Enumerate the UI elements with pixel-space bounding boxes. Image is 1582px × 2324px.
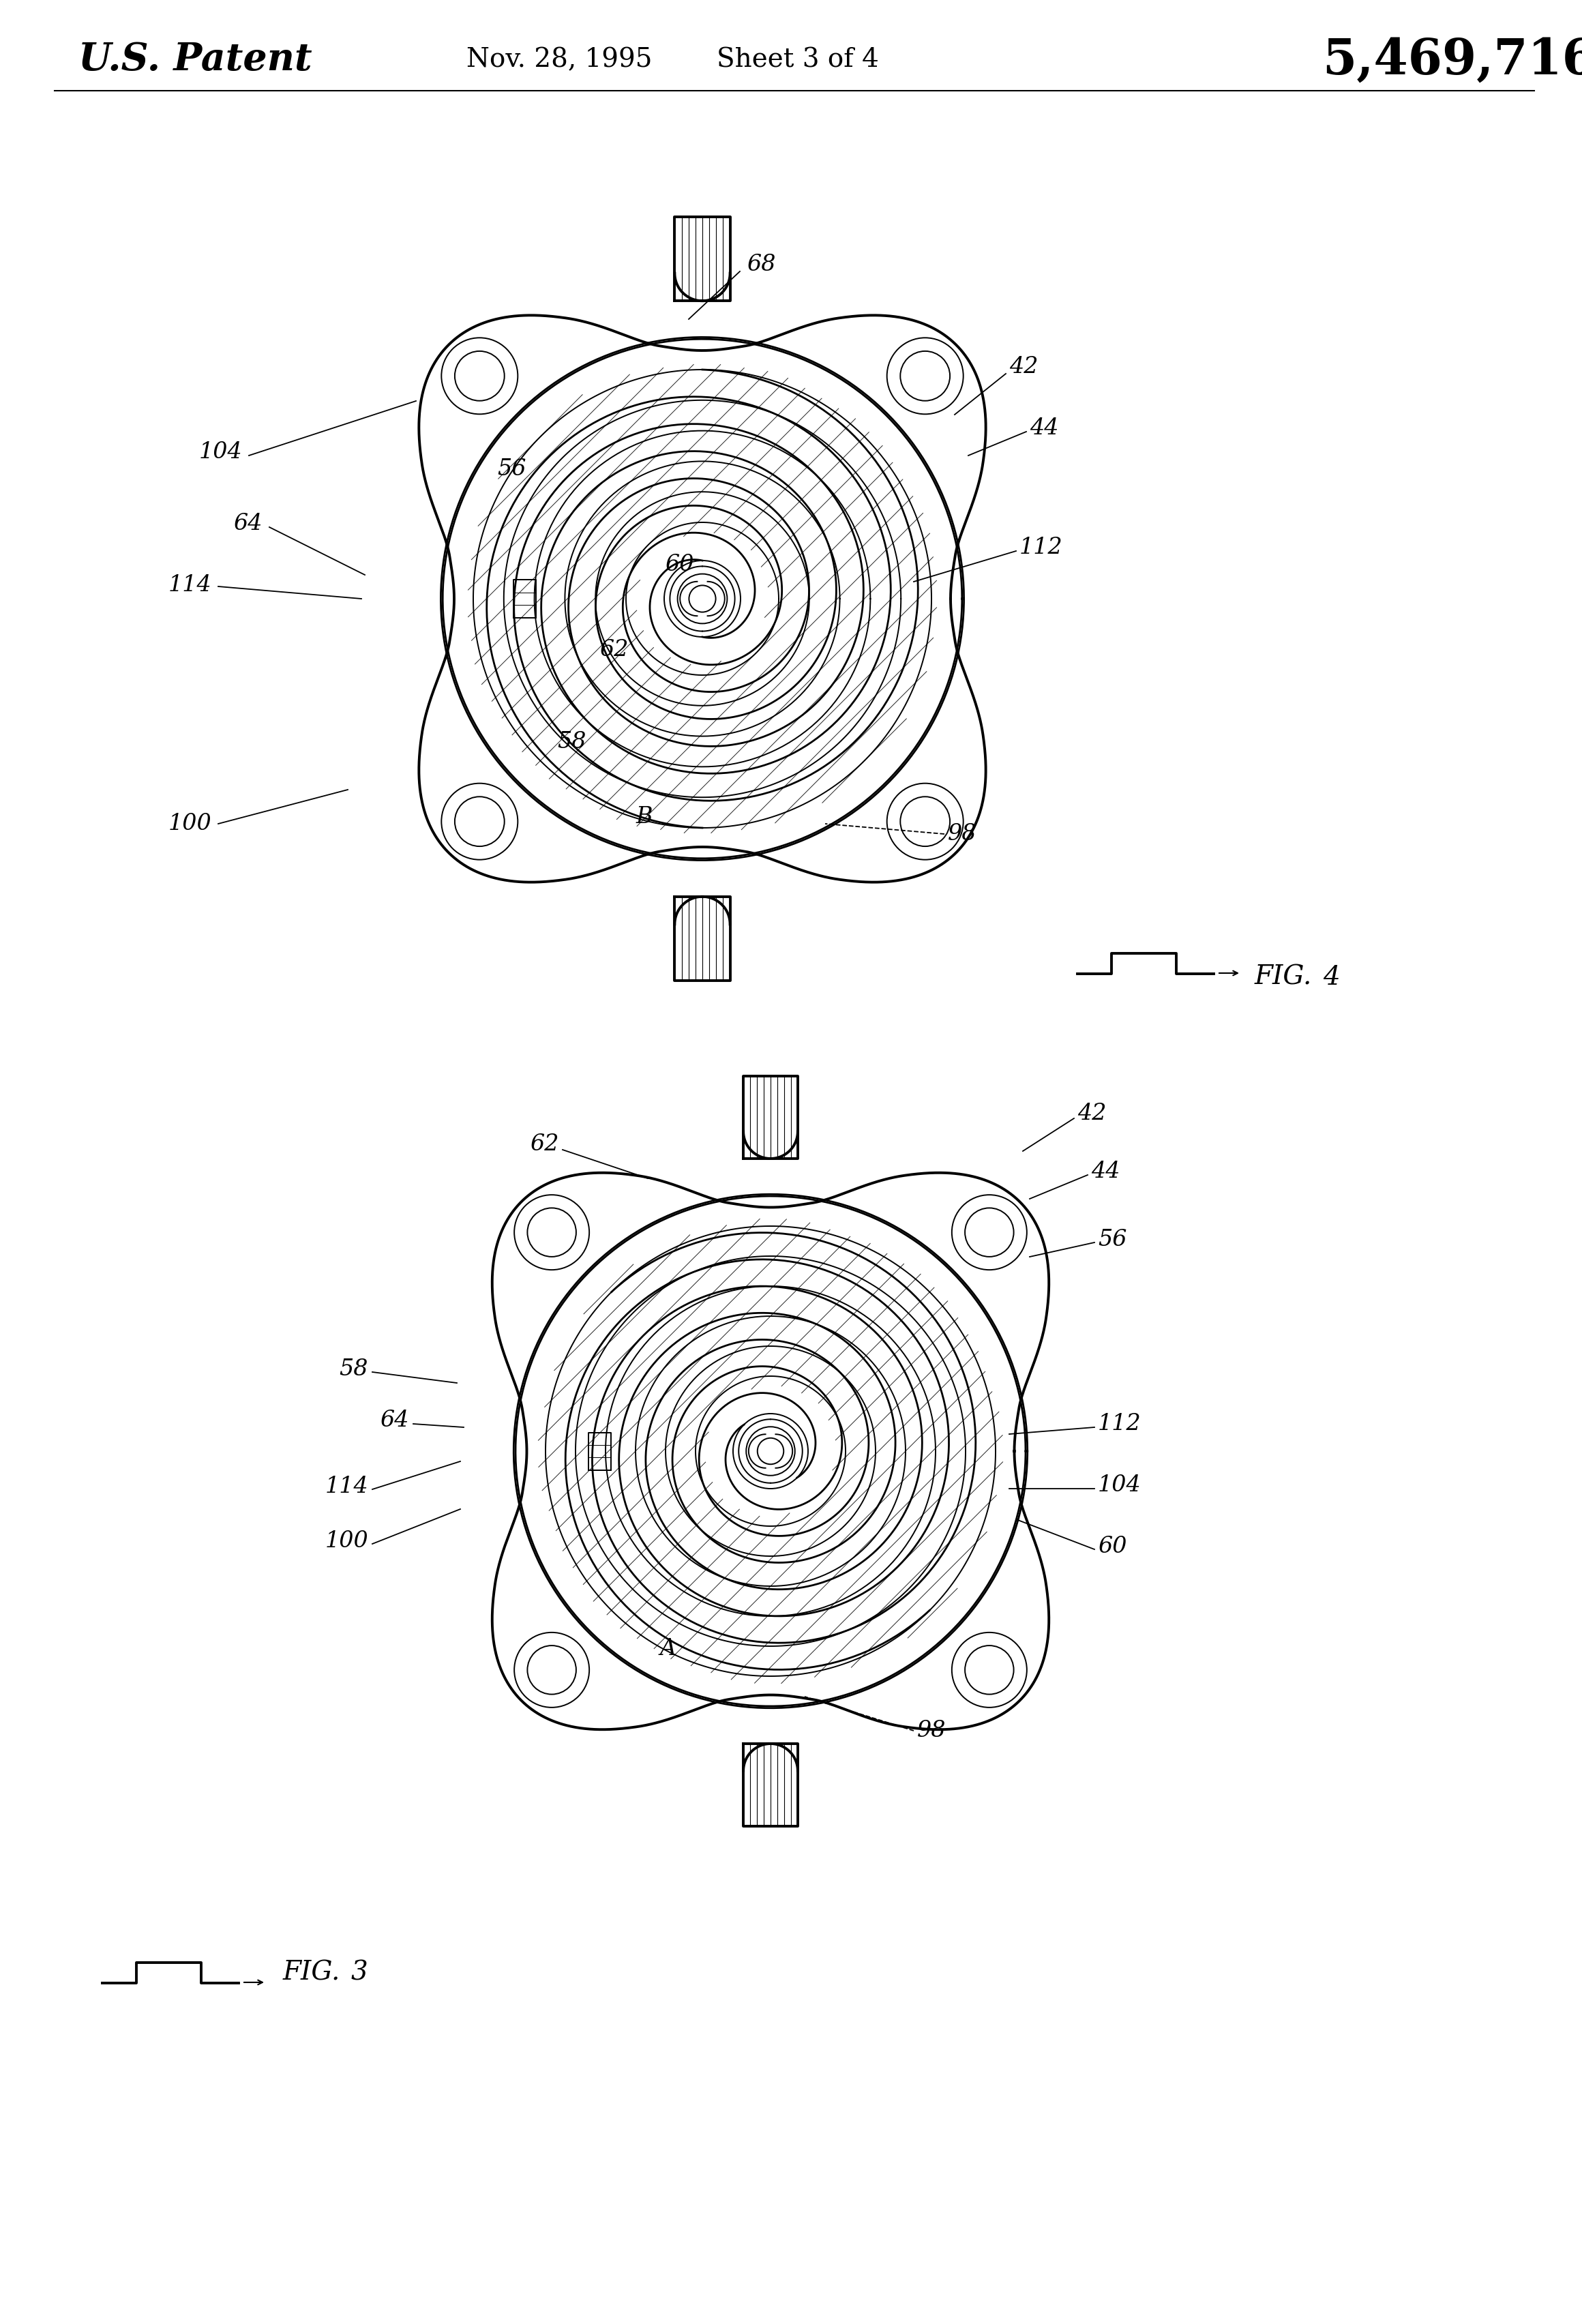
Text: 114: 114	[324, 1476, 369, 1497]
Text: 100: 100	[324, 1529, 369, 1552]
Text: 62: 62	[600, 639, 628, 660]
Text: 42: 42	[1009, 356, 1038, 379]
Text: 112: 112	[1098, 1413, 1141, 1434]
Text: 104: 104	[1098, 1473, 1141, 1497]
Text: 5,469,716: 5,469,716	[1323, 35, 1582, 84]
Text: FIG.: FIG.	[283, 1959, 340, 1985]
Text: FIG.: FIG.	[1255, 964, 1311, 990]
Text: 60: 60	[1098, 1536, 1126, 1557]
Text: Sheet 3 of 4: Sheet 3 of 4	[717, 46, 880, 72]
Text: 3: 3	[351, 1959, 369, 1985]
Text: 100: 100	[168, 813, 212, 834]
Text: 64: 64	[380, 1411, 410, 1432]
Text: 98: 98	[918, 1720, 946, 1741]
Text: U.S. Patent: U.S. Patent	[79, 42, 312, 79]
Text: 4: 4	[1323, 964, 1340, 990]
Text: 44: 44	[1030, 418, 1058, 439]
Text: 62: 62	[530, 1134, 558, 1155]
Text: 114: 114	[168, 574, 212, 595]
Text: 42: 42	[1077, 1102, 1106, 1125]
Text: 58: 58	[339, 1360, 369, 1380]
Text: 98: 98	[948, 823, 976, 846]
Text: 58: 58	[557, 732, 585, 753]
Text: 56: 56	[1098, 1229, 1126, 1250]
Text: 44: 44	[1092, 1160, 1120, 1183]
Text: Nov. 28, 1995: Nov. 28, 1995	[467, 46, 652, 72]
Text: 60: 60	[664, 553, 694, 576]
Text: 104: 104	[199, 442, 242, 462]
Text: 112: 112	[1019, 537, 1063, 558]
Text: 64: 64	[234, 514, 263, 535]
Text: B: B	[636, 806, 653, 827]
Text: 68: 68	[747, 253, 775, 277]
Text: 56: 56	[497, 458, 525, 481]
Text: A: A	[660, 1638, 677, 1659]
